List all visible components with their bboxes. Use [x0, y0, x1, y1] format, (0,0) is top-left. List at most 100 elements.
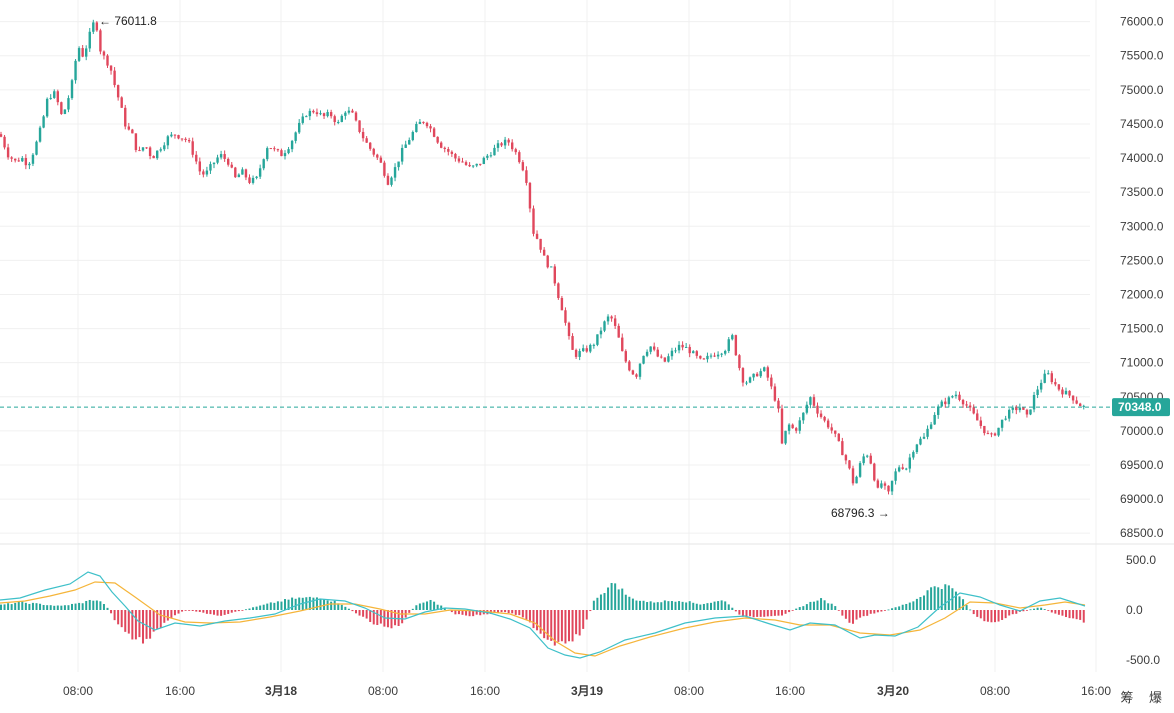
candle[interactable]	[798, 417, 801, 434]
candle[interactable]	[422, 121, 425, 125]
candle[interactable]	[198, 157, 201, 176]
candle[interactable]	[1029, 409, 1032, 416]
candle[interactable]	[131, 128, 134, 134]
candle[interactable]	[365, 136, 368, 143]
candle[interactable]	[361, 127, 365, 142]
candle[interactable]	[337, 119, 340, 125]
candle[interactable]	[369, 142, 372, 151]
candle[interactable]	[574, 348, 578, 359]
candle[interactable]	[393, 163, 397, 182]
candle[interactable]	[624, 349, 627, 364]
candle[interactable]	[294, 131, 297, 144]
candle[interactable]	[582, 344, 585, 352]
candle[interactable]	[340, 114, 343, 123]
candle[interactable]	[195, 151, 198, 165]
candle[interactable]	[1043, 369, 1046, 384]
candle[interactable]	[202, 169, 205, 178]
candle[interactable]	[134, 133, 138, 153]
candle[interactable]	[454, 152, 457, 162]
candle[interactable]	[280, 148, 283, 157]
candle[interactable]	[897, 465, 901, 473]
candle[interactable]	[170, 131, 173, 138]
candle[interactable]	[617, 323, 620, 338]
candle[interactable]	[159, 147, 162, 153]
candle[interactable]	[1032, 391, 1036, 413]
candle[interactable]	[283, 150, 287, 160]
candle[interactable]	[141, 147, 145, 152]
candle[interactable]	[997, 427, 1000, 437]
candle[interactable]	[677, 341, 681, 354]
candle[interactable]	[266, 146, 269, 162]
candle[interactable]	[809, 396, 812, 409]
candle[interactable]	[273, 146, 276, 152]
candle[interactable]	[976, 409, 979, 421]
candle[interactable]	[731, 333, 734, 341]
candle[interactable]	[0, 131, 3, 138]
candle[interactable]	[841, 437, 844, 456]
candle[interactable]	[21, 156, 24, 162]
candle[interactable]	[127, 122, 130, 131]
candle[interactable]	[344, 111, 347, 120]
candle[interactable]	[834, 430, 837, 438]
candlestick-series[interactable]	[0, 19, 1085, 496]
candle[interactable]	[411, 130, 414, 142]
candle[interactable]	[1047, 370, 1050, 375]
candle[interactable]	[450, 150, 454, 157]
candle[interactable]	[116, 84, 120, 101]
candle[interactable]	[709, 353, 713, 359]
candle[interactable]	[276, 148, 280, 152]
candle[interactable]	[670, 347, 674, 360]
candle[interactable]	[191, 137, 194, 158]
candle[interactable]	[173, 134, 177, 139]
candle[interactable]	[787, 423, 791, 435]
candle[interactable]	[894, 468, 897, 485]
candle[interactable]	[418, 119, 422, 125]
candle[interactable]	[237, 173, 241, 178]
candle[interactable]	[926, 425, 929, 440]
candle[interactable]	[1025, 408, 1029, 418]
candle[interactable]	[461, 157, 464, 163]
candle[interactable]	[1018, 403, 1022, 413]
candle[interactable]	[298, 119, 301, 134]
candle[interactable]	[589, 343, 592, 354]
candle[interactable]	[92, 19, 95, 35]
candle[interactable]	[99, 28, 102, 55]
candle[interactable]	[610, 315, 613, 322]
candle[interactable]	[699, 355, 702, 360]
candle[interactable]	[986, 430, 990, 435]
candle[interactable]	[471, 165, 475, 169]
candle[interactable]	[227, 157, 230, 167]
candle[interactable]	[425, 121, 429, 129]
candle[interactable]	[880, 480, 883, 489]
candle[interactable]	[720, 352, 723, 358]
candle[interactable]	[954, 391, 958, 399]
candle[interactable]	[262, 158, 265, 171]
candle[interactable]	[784, 430, 787, 445]
candle[interactable]	[6, 143, 10, 160]
candle[interactable]	[908, 453, 911, 473]
candle[interactable]	[603, 320, 606, 333]
candle[interactable]	[67, 95, 70, 113]
candle[interactable]	[621, 333, 624, 352]
candle[interactable]	[965, 400, 968, 408]
candle[interactable]	[816, 402, 819, 418]
candle[interactable]	[759, 368, 762, 379]
candle[interactable]	[326, 109, 329, 118]
candle[interactable]	[755, 372, 759, 377]
candle[interactable]	[1050, 370, 1053, 385]
candle[interactable]	[532, 205, 535, 237]
candle[interactable]	[660, 354, 663, 359]
candle[interactable]	[571, 333, 574, 350]
candle[interactable]	[649, 346, 652, 355]
candle[interactable]	[255, 175, 258, 180]
candle[interactable]	[14, 158, 17, 163]
candle[interactable]	[599, 327, 603, 339]
candle[interactable]	[695, 350, 698, 359]
candle[interactable]	[38, 125, 42, 143]
candle[interactable]	[70, 78, 74, 100]
candle[interactable]	[88, 27, 91, 52]
candle[interactable]	[766, 365, 769, 381]
candle[interactable]	[319, 110, 322, 116]
candle[interactable]	[347, 106, 351, 115]
